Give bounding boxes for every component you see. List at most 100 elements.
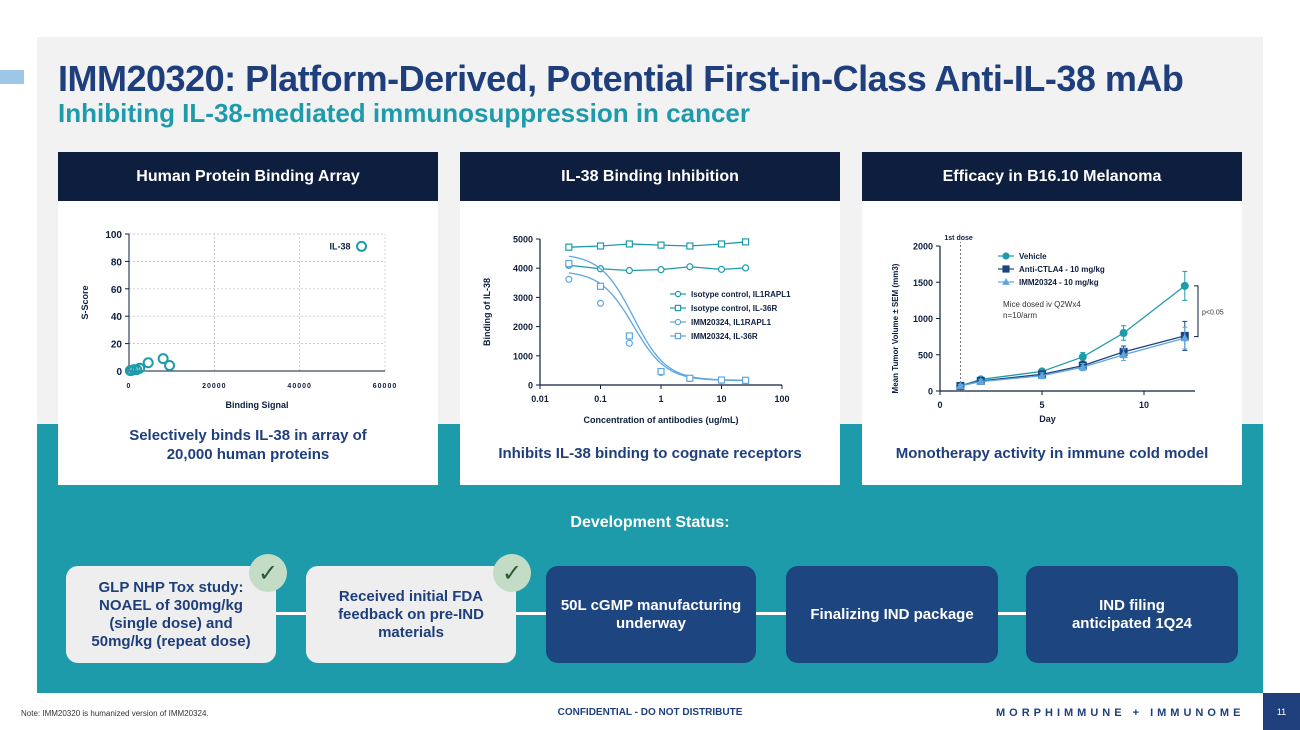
stage-line: underway	[615, 614, 686, 632]
panel-caption: Monotherapy activity in immune cold mode…	[895, 445, 1209, 462]
x-tick-label: 0	[127, 383, 132, 390]
panel-title: IL-38 Binding Inhibition	[460, 152, 840, 201]
data-point	[741, 264, 750, 272]
legend-label: Isotype control, IL-36R	[691, 304, 777, 313]
y-tick-label: 20	[111, 340, 123, 351]
data-point	[717, 240, 726, 248]
x-tick-label: 10	[716, 394, 726, 404]
legend-label: IMM20324 - 10 mg/kg	[1019, 278, 1099, 287]
panel-title: Efficacy in B16.10 Melanoma	[862, 152, 1242, 201]
page-number: 11	[1263, 693, 1300, 730]
y-tick-label: 500	[918, 350, 933, 360]
dose-label: 1st dose	[944, 235, 973, 242]
left-accent-bar	[0, 70, 24, 84]
y-tick-label: 60	[111, 285, 123, 296]
data-point	[565, 259, 573, 268]
development-status-heading: Development Status:	[570, 514, 730, 531]
stage-line: 50mg/kg (repeat dose)	[91, 632, 251, 650]
significance-label: p<0.05	[1202, 309, 1224, 316]
significance-bracket	[1194, 285, 1199, 338]
data-point	[717, 265, 726, 273]
data-point	[596, 282, 605, 290]
x-tick-label: 0.01	[531, 394, 549, 404]
stage-line: 50L cGMP manufacturing	[560, 596, 742, 614]
data-point	[1037, 371, 1047, 379]
page-subtitle: Inhibiting IL-38-mediated immunosuppress…	[58, 98, 750, 128]
stage-line: anticipated 1Q24	[1071, 614, 1193, 632]
legend-marker	[674, 332, 682, 340]
legend-marker	[1002, 277, 1010, 285]
x-tick-label: 20000	[202, 383, 226, 390]
y-tick-label: 3000	[513, 293, 533, 303]
stage-line: materials	[378, 623, 444, 641]
y-tick-label: 0	[528, 381, 533, 391]
x-tick-label: 0.1	[594, 394, 607, 404]
panel-binding-inhibition: IL-38 Binding Inhibition 0 1000 2000 3000 40…	[460, 152, 840, 485]
data-point	[1119, 329, 1128, 338]
legend-label: IMM20324, IL1RAPL1	[691, 318, 772, 327]
y-tick-label: 0	[116, 367, 122, 378]
check-icon: ✓	[249, 554, 287, 592]
y-tick-label: 2000	[913, 242, 933, 252]
stage-line: Finalizing IND package	[810, 605, 974, 623]
data-point	[686, 374, 694, 382]
legend-marker	[674, 318, 682, 326]
stage-ind-filing: IND filing anticipated 1Q24	[1026, 566, 1238, 663]
y-axis-label: S-Score	[80, 285, 90, 319]
caption-line: Selectively binds IL-38 in array of	[129, 427, 367, 444]
legend-label: IMM20324, IL-36R	[691, 332, 758, 341]
data-point	[956, 381, 965, 390]
data-point	[686, 263, 694, 271]
caption-line: 20,000 human proteins	[166, 446, 330, 463]
x-tick-label: 100	[774, 394, 789, 404]
data-point	[625, 240, 633, 248]
stage-fda-feedback: Received initial FDA feedback on pre-IND…	[306, 566, 516, 663]
y-tick-label: 1000	[513, 351, 533, 361]
data-point	[1078, 352, 1087, 361]
efficacy-chart: 0 500 1000 1500 2000 0 5 10 Day Mean Tumor Volume…	[891, 235, 1224, 424]
panel-title: Human Protein Binding Array	[58, 152, 438, 201]
stage-manufacturing: 50L cGMP manufacturing underway	[546, 566, 756, 663]
series-line	[960, 337, 1185, 387]
stage-line: Received initial FDA	[338, 587, 484, 605]
y-tick-label: 1500	[913, 278, 933, 288]
check-icon: ✓	[493, 554, 531, 592]
scatter-point	[142, 357, 154, 369]
brand-wordmark: MORPHIMMUNE + IMMUNOME	[996, 707, 1245, 719]
series-line	[568, 255, 746, 381]
panel-caption: Inhibits IL-38 binding to cognate recept…	[498, 445, 802, 462]
confidential-label: CONFIDENTIAL - DO NOT DISTRIBUTE	[557, 707, 743, 718]
x-axis-label: Day	[1039, 414, 1056, 424]
data-point	[657, 367, 665, 376]
data-point	[625, 332, 633, 340]
data-point	[1119, 350, 1128, 358]
data-point	[717, 376, 726, 384]
stage-line: NOAEL of 300mg/kg	[99, 596, 243, 614]
data-point	[741, 376, 750, 384]
data-point	[976, 377, 986, 385]
data-point	[596, 242, 605, 250]
stage-line: (single dose) and	[109, 614, 233, 632]
y-axis-label: Mean Tumor Volume ± SEM (mm3)	[891, 263, 900, 393]
x-tick-label: 0	[937, 400, 942, 410]
x-axis-label: Concentration of antibodies (ug/mL)	[584, 415, 739, 425]
data-point	[657, 266, 665, 274]
note-text: Mice dosed iv Q2Wx4	[1003, 300, 1081, 309]
page-title: IMM20320: Platform-Derived, Potential Fi…	[58, 58, 1184, 99]
legend-marker	[674, 290, 682, 298]
y-axis-label: Binding of IL-38	[482, 278, 492, 346]
x-tick-label: 40000	[287, 383, 311, 390]
note-text: n=10/arm	[1003, 311, 1037, 320]
y-tick-label: 1000	[913, 314, 933, 324]
scatter-point	[356, 240, 368, 252]
x-tick-label: 60000	[373, 383, 397, 390]
y-tick-label: 4000	[513, 264, 533, 274]
panel-caption: Selectively binds IL-38 in array of 20,0…	[58, 426, 438, 464]
data-point	[565, 275, 573, 283]
y-tick-label: 2000	[513, 322, 533, 332]
stage-tox-study: GLP NHP Tox study: NOAEL of 300mg/kg (si…	[66, 566, 276, 663]
data-point	[686, 242, 694, 250]
y-tick-label: 0	[928, 387, 933, 397]
panel-binding-array: Human Protein Binding Array 0 20 40 60 80 100…	[58, 152, 438, 485]
x-tick-label: 1	[658, 394, 663, 404]
